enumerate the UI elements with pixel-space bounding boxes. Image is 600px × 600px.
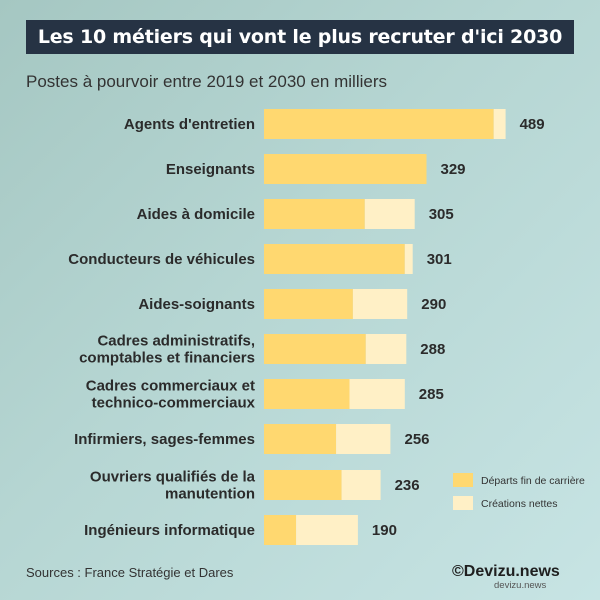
- bar-creations-nettes: [341, 470, 381, 500]
- bar-creations-nettes: [336, 424, 391, 454]
- category-label: Ouvriers qualifiés de la manutention: [90, 469, 256, 503]
- bar-creations-nettes: [493, 109, 506, 139]
- category-label: Cadres commerciaux et technico-commerciau…: [86, 378, 256, 412]
- value-label: 256: [405, 431, 430, 448]
- category-label: Infirmiers, sages-femmes: [74, 431, 255, 448]
- bar-departs-fin-de-carriere: [264, 424, 337, 454]
- brand-watermark: devizu.news: [494, 580, 547, 591]
- bar-creations-nettes: [404, 244, 413, 274]
- bar-creations-nettes: [349, 379, 405, 409]
- bar-departs-fin-de-carriere: [264, 199, 365, 229]
- bar-departs-fin-de-carriere: [264, 470, 342, 500]
- legend-label: Départs fin de carrière: [481, 475, 585, 487]
- value-label: 236: [395, 477, 420, 494]
- category-label: Ingénieurs informatique: [84, 522, 255, 539]
- value-label: 190: [372, 522, 397, 539]
- bar-departs-fin-de-carriere: [264, 154, 427, 184]
- category-label: Enseignants: [166, 161, 255, 178]
- category-label: Aides-soignants: [138, 296, 255, 313]
- bar-departs-fin-de-carriere: [264, 244, 405, 274]
- category-label: Conducteurs de véhicules: [68, 251, 255, 268]
- value-label: 305: [429, 206, 454, 223]
- bar-departs-fin-de-carriere: [264, 379, 350, 409]
- value-label: 290: [421, 296, 446, 313]
- source-note: Sources : France Stratégie et Dares: [26, 565, 234, 580]
- value-label: 285: [419, 386, 444, 403]
- legend-label: Créations nettes: [481, 498, 557, 510]
- value-label: 329: [441, 161, 466, 178]
- category-label: Aides à domicile: [137, 206, 255, 223]
- category-label: Cadres administratifs, comptables et fina…: [79, 333, 255, 367]
- chart-title: Les 10 métiers qui vont le plus recruter…: [37, 26, 563, 48]
- bar-creations-nettes: [296, 515, 358, 545]
- chart-subtitle: Postes à pourvoir entre 2019 et 2030 en …: [26, 72, 387, 91]
- title-banner: Les 10 métiers qui vont le plus recruter…: [26, 20, 574, 54]
- legend-swatch-departs: [453, 473, 473, 487]
- value-label: 288: [420, 341, 445, 358]
- bar-departs-fin-de-carriere: [264, 289, 353, 319]
- category-label: Agents d'entretien: [124, 116, 255, 133]
- value-label: 489: [520, 116, 545, 133]
- bar-creations-nettes: [364, 199, 415, 229]
- bar-creations-nettes: [352, 289, 408, 319]
- brand-credit: ©Devizu.news: [452, 563, 560, 580]
- value-label: 301: [427, 251, 452, 268]
- bar-departs-fin-de-carriere: [264, 334, 366, 364]
- bar-creations-nettes: [365, 334, 407, 364]
- bar-departs-fin-de-carriere: [264, 109, 494, 139]
- bar-departs-fin-de-carriere: [264, 515, 297, 545]
- legend-swatch-creations: [453, 496, 473, 510]
